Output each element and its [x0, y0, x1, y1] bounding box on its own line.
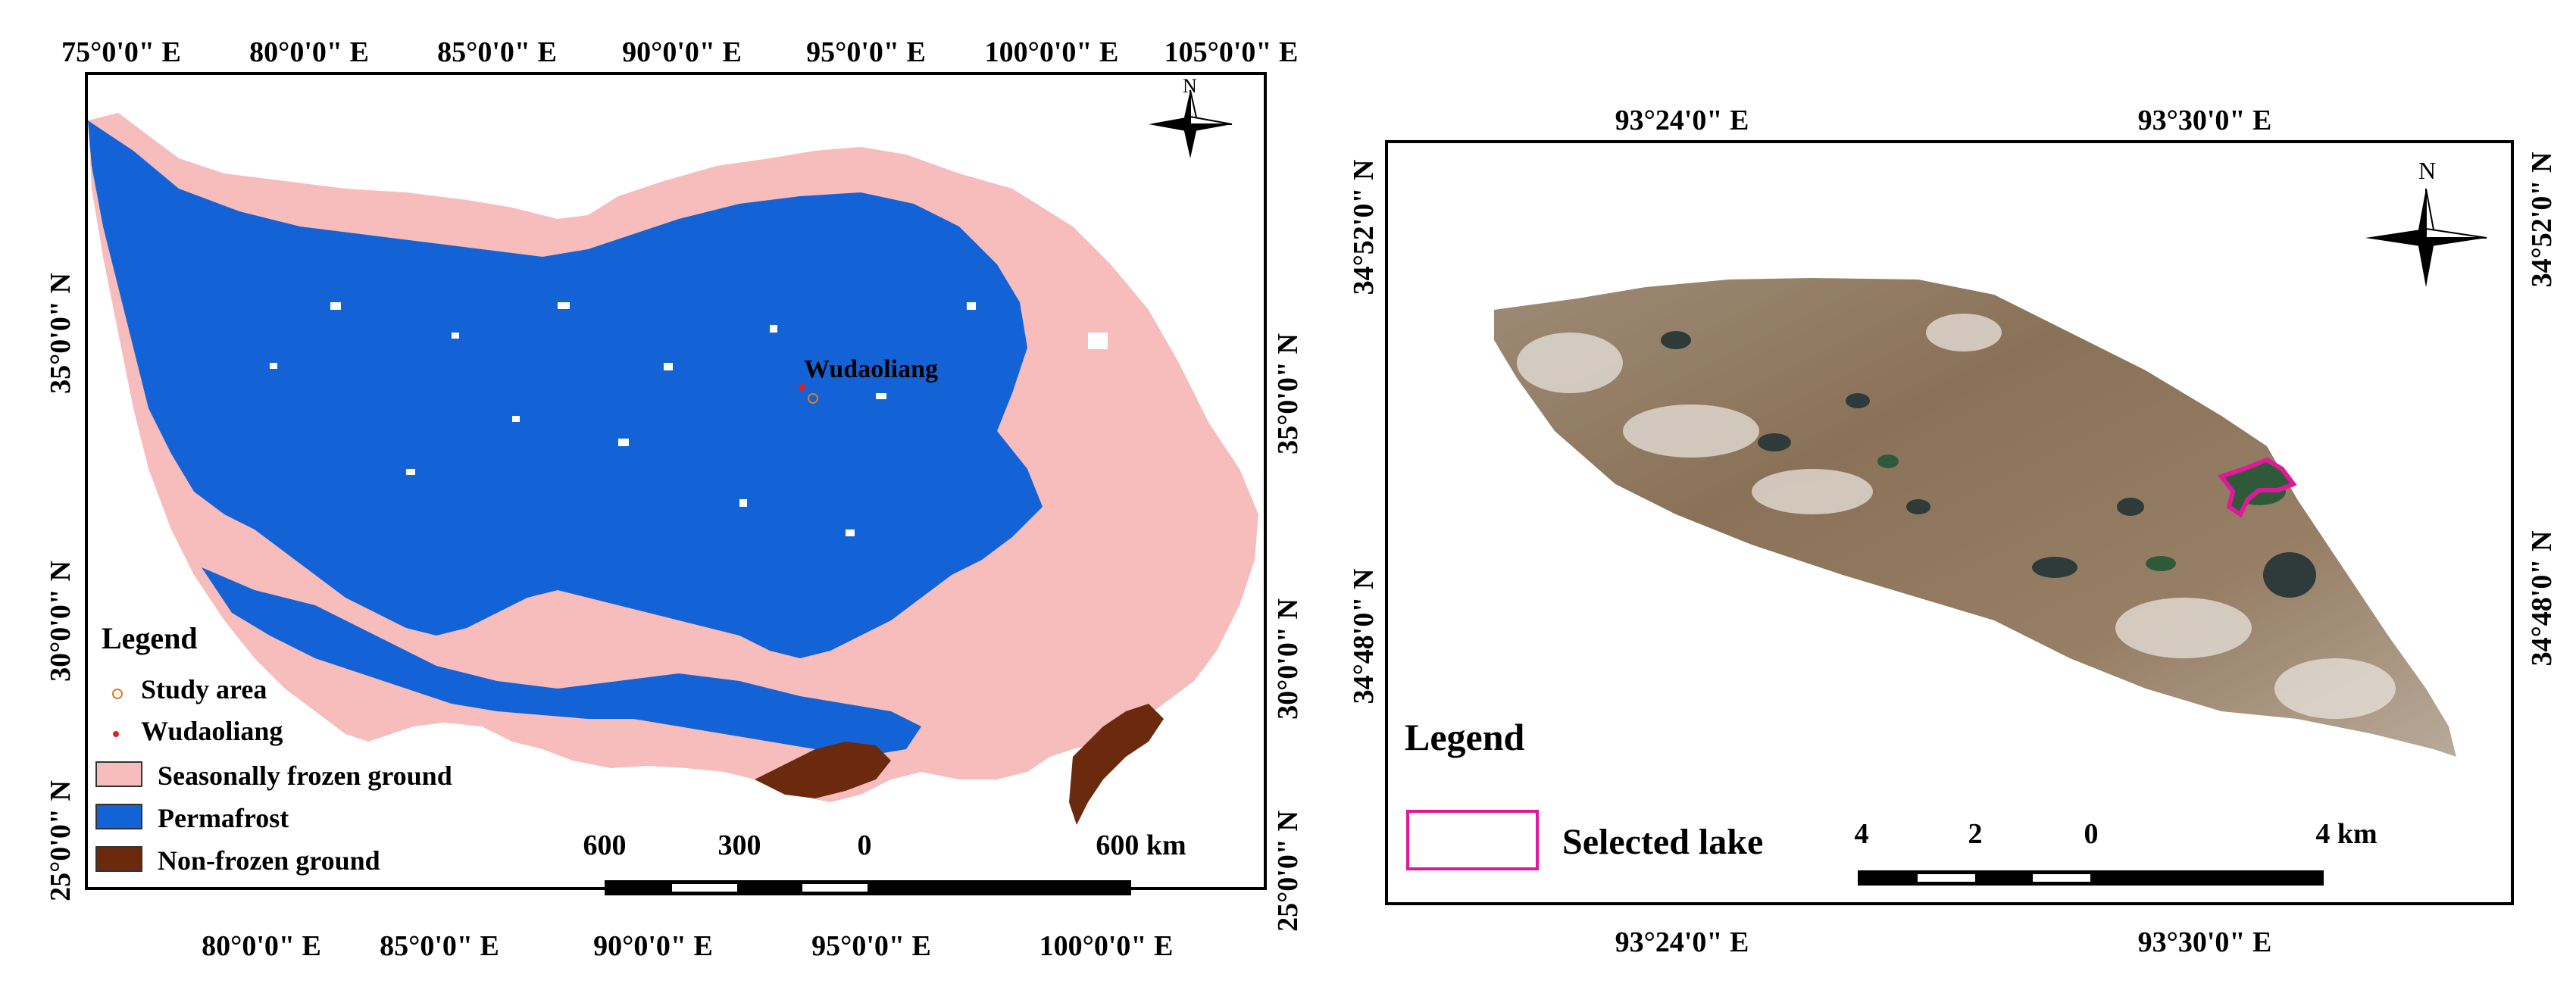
legend-seasonal-label: Seasonally frozen ground — [158, 761, 452, 791]
dark-lakes — [1661, 331, 2316, 598]
left-left-lat-2: 30°0'0" N — [45, 561, 77, 682]
left-bottom-lon-5: 100°0'0" E — [1039, 930, 1174, 962]
right-right-lat-2: 34°48'0" N — [2526, 530, 2558, 667]
north-arrow-icon — [1149, 89, 1233, 158]
right-top-lon-2: 93°30'0" E — [2137, 105, 2272, 136]
left-scale-label-3: 0 — [857, 829, 872, 861]
left-bottom-lon-2: 85°0'0" E — [380, 930, 499, 962]
wudaoliang-marker — [799, 384, 805, 391]
left-legend-title: Legend — [102, 621, 198, 655]
left-top-lon-1: 75°0'0" E — [61, 36, 181, 68]
selected-lake-outline — [2218, 457, 2297, 518]
right-legend-title: Legend — [1405, 716, 1525, 758]
left-bottom-lon-4: 95°0'0" E — [811, 930, 931, 962]
left-top-lon-7: 105°0'0" E — [1164, 36, 1299, 68]
right-map-frame: N Legend Selected lake 4 2 0 4 km — [1385, 140, 2514, 905]
left-scale-label-2: 300 — [717, 829, 761, 861]
left-right-lat-2: 30°0'0" N — [1272, 598, 1304, 720]
unclassified-patches — [270, 302, 1108, 536]
right-scale-graphic — [1858, 870, 2324, 886]
wudaoliang-label: Wudaoliang — [804, 355, 939, 383]
right-scale-label-1: 4 — [1854, 818, 1869, 850]
legend-permafrost-swatch — [95, 804, 142, 829]
right-north-label: N — [2418, 157, 2437, 184]
left-left-lat-3: 25°0'0" N — [45, 780, 77, 901]
left-right-lat-1: 35°0'0" N — [1272, 333, 1304, 455]
legend-study-area-icon — [112, 689, 123, 699]
left-top-lon-2: 80°0'0" E — [249, 36, 369, 68]
frozen-ground-map — [88, 113, 1258, 825]
legend-nonfrozen-label: Non-frozen ground — [158, 845, 380, 876]
left-top-lon-6: 100°0'0" E — [984, 36, 1119, 68]
right-scale-label-3: 0 — [2084, 818, 2099, 850]
left-north-label: N — [1183, 75, 1197, 97]
left-bottom-lon-3: 90°0'0" E — [593, 930, 713, 962]
left-right-lat-3: 25°0'0" N — [1272, 811, 1304, 932]
left-top-lon-4: 90°0'0" E — [622, 36, 742, 68]
left-top-lon-3: 85°0'0" E — [437, 36, 557, 68]
left-scale-graphic — [605, 880, 1131, 895]
legend-seasonal-swatch — [95, 761, 142, 787]
haze-patches — [1517, 314, 2396, 719]
left-scale-label-1: 600 — [583, 829, 627, 861]
satellite-imagery — [1494, 278, 2456, 757]
legend-permafrost-label: Permafrost — [158, 803, 289, 833]
legend-study-area-label: Study area — [141, 674, 267, 704]
legend-nonfrozen-swatch — [95, 846, 142, 872]
left-top-lon-5: 95°0'0" E — [806, 36, 926, 68]
right-left-lat-2: 34°48'0" N — [1348, 568, 1380, 704]
permafrost-area — [88, 120, 1043, 658]
left-left-lat-1: 35°0'0" N — [45, 273, 77, 394]
non-frozen-ground-area-east — [1069, 704, 1164, 825]
study-area-marker — [808, 393, 818, 404]
legend-wudaoliang-icon — [113, 731, 119, 737]
left-map-frame: N Wudaoliang Legend Study area Wudaolian… — [85, 72, 1267, 895]
right-bottom-lon-2: 93°30'0" E — [2137, 926, 2272, 958]
right-north-arrow-icon — [2365, 188, 2487, 287]
legend-selected-lake-label: Selected lake — [1562, 822, 1764, 862]
right-scale-label-2: 2 — [1968, 818, 1983, 850]
left-scale-label-4: 600 km — [1096, 829, 1186, 861]
non-frozen-ground-area — [755, 742, 891, 798]
right-left-lat-1: 34°52'0" N — [1348, 159, 1380, 295]
right-right-lat-1: 34°52'0" N — [2526, 152, 2558, 288]
right-scale-label-4: 4 km — [2315, 818, 2377, 850]
right-bottom-lon-1: 93°24'0" E — [1615, 926, 1749, 958]
permafrost-south-band — [202, 567, 921, 757]
right-top-lon-1: 93°24'0" E — [1615, 105, 1749, 136]
left-bottom-lon-1: 80°0'0" E — [202, 930, 321, 962]
legend-selected-lake-swatch — [1406, 810, 1539, 870]
legend-wudaoliang-label: Wudaoliang — [141, 716, 283, 746]
